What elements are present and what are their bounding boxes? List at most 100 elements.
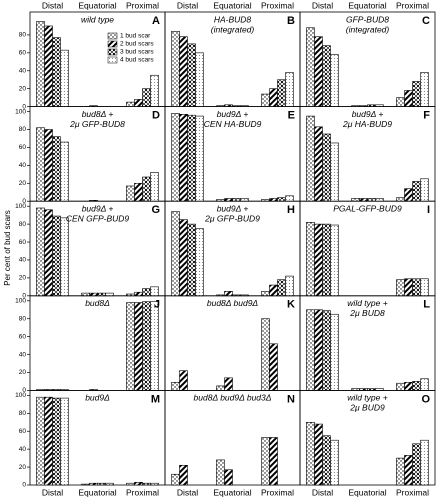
legend-swatch — [107, 40, 118, 48]
panel-letter: H — [287, 204, 295, 216]
column-header: Proximal — [396, 0, 429, 10]
panel-letter: I — [427, 204, 430, 216]
bar — [412, 443, 421, 486]
panel-title: wild type + — [347, 393, 387, 403]
bar — [314, 36, 323, 107]
bar — [171, 113, 180, 202]
bar — [97, 482, 106, 486]
bar — [134, 302, 143, 391]
bar — [306, 222, 315, 297]
bar — [52, 37, 61, 107]
bar — [330, 224, 339, 297]
legend-swatch — [107, 48, 118, 56]
bar — [269, 343, 278, 391]
y-tick-label: 60 — [19, 333, 27, 340]
panel-title: bud8Δ + — [82, 109, 114, 119]
y-tick-label: 60 — [19, 50, 27, 57]
panel-title: 2μ HA-BUD9 — [342, 119, 392, 129]
bar — [179, 36, 188, 107]
bar — [171, 382, 180, 391]
panel-letter: N — [287, 393, 295, 405]
panel-letter: J — [154, 299, 160, 311]
bar — [171, 473, 180, 486]
bar — [179, 219, 188, 297]
bar — [60, 217, 69, 297]
panel-letter: D — [152, 110, 160, 122]
bar — [224, 469, 233, 486]
bar — [269, 88, 278, 107]
bar — [367, 198, 376, 202]
bar — [306, 309, 315, 391]
panel-letter: G — [151, 204, 160, 216]
bar — [412, 81, 421, 107]
panel-title: bud8Δ bud9Δ bud3Δ — [194, 393, 272, 403]
panel-title: (integrated) — [211, 24, 255, 34]
bar — [36, 127, 45, 202]
bar — [52, 397, 61, 486]
bar — [396, 457, 405, 486]
bar — [179, 464, 188, 486]
legend-swatch — [107, 56, 118, 64]
bar — [179, 370, 188, 391]
bar — [142, 301, 151, 391]
bar — [105, 292, 114, 297]
bar — [322, 435, 331, 486]
bar — [134, 482, 143, 486]
y-tick-label: 20 — [19, 180, 27, 187]
bar — [150, 74, 159, 107]
column-header: Equatorial — [348, 0, 386, 10]
panel-title: PGAL-GFP-BUD9 — [333, 203, 402, 213]
panel-letter: E — [288, 110, 295, 122]
y-tick-label: 40 — [19, 162, 27, 169]
panel-frame — [299, 389, 436, 486]
bar — [171, 211, 180, 297]
panel-title: bud9Δ + — [217, 203, 249, 213]
bar — [44, 396, 53, 486]
y-tick-label: 40 — [19, 67, 27, 74]
panel-title: bud8Δ — [85, 298, 110, 308]
bar — [126, 302, 135, 391]
bar — [187, 114, 196, 202]
y-tick-label: 100 — [15, 203, 26, 210]
bar — [142, 288, 151, 297]
bar — [306, 27, 315, 107]
bar — [44, 129, 53, 202]
bar — [142, 482, 151, 486]
y-tick-label: 80 — [19, 32, 27, 39]
bar — [404, 278, 413, 297]
bar — [285, 195, 294, 202]
bar — [232, 198, 241, 202]
y-tick-label: 0 — [22, 293, 26, 300]
panel-letter: K — [287, 299, 295, 311]
bar — [277, 197, 286, 202]
bar — [52, 136, 61, 202]
bar — [404, 188, 413, 202]
bar — [420, 178, 429, 202]
bar — [412, 181, 421, 202]
panel-title: bud9Δ + — [352, 109, 384, 119]
bar — [359, 198, 368, 202]
y-tick-label: 80 — [19, 410, 27, 417]
legend-label: 4 bud scars — [120, 57, 154, 64]
bar — [89, 292, 98, 297]
panel-title: CEN GFP-BUD9 — [66, 213, 130, 223]
bar — [150, 482, 159, 486]
bar — [187, 43, 196, 107]
bar — [126, 101, 135, 107]
panel-letter: F — [423, 110, 430, 122]
column-header: Equatorial — [213, 0, 251, 10]
bar — [420, 439, 429, 486]
y-tick-label: 100 — [15, 298, 26, 305]
bar — [314, 126, 323, 202]
bar — [134, 291, 143, 297]
bar — [412, 381, 421, 391]
bar — [420, 278, 429, 297]
bar — [134, 99, 143, 107]
y-tick-label: 100 — [15, 392, 26, 399]
bar — [89, 482, 98, 486]
bar — [322, 223, 331, 297]
y-tick-label: 20 — [19, 369, 27, 376]
y-tick-label: 80 — [19, 315, 27, 322]
y-tick-label: 0 — [22, 103, 26, 110]
